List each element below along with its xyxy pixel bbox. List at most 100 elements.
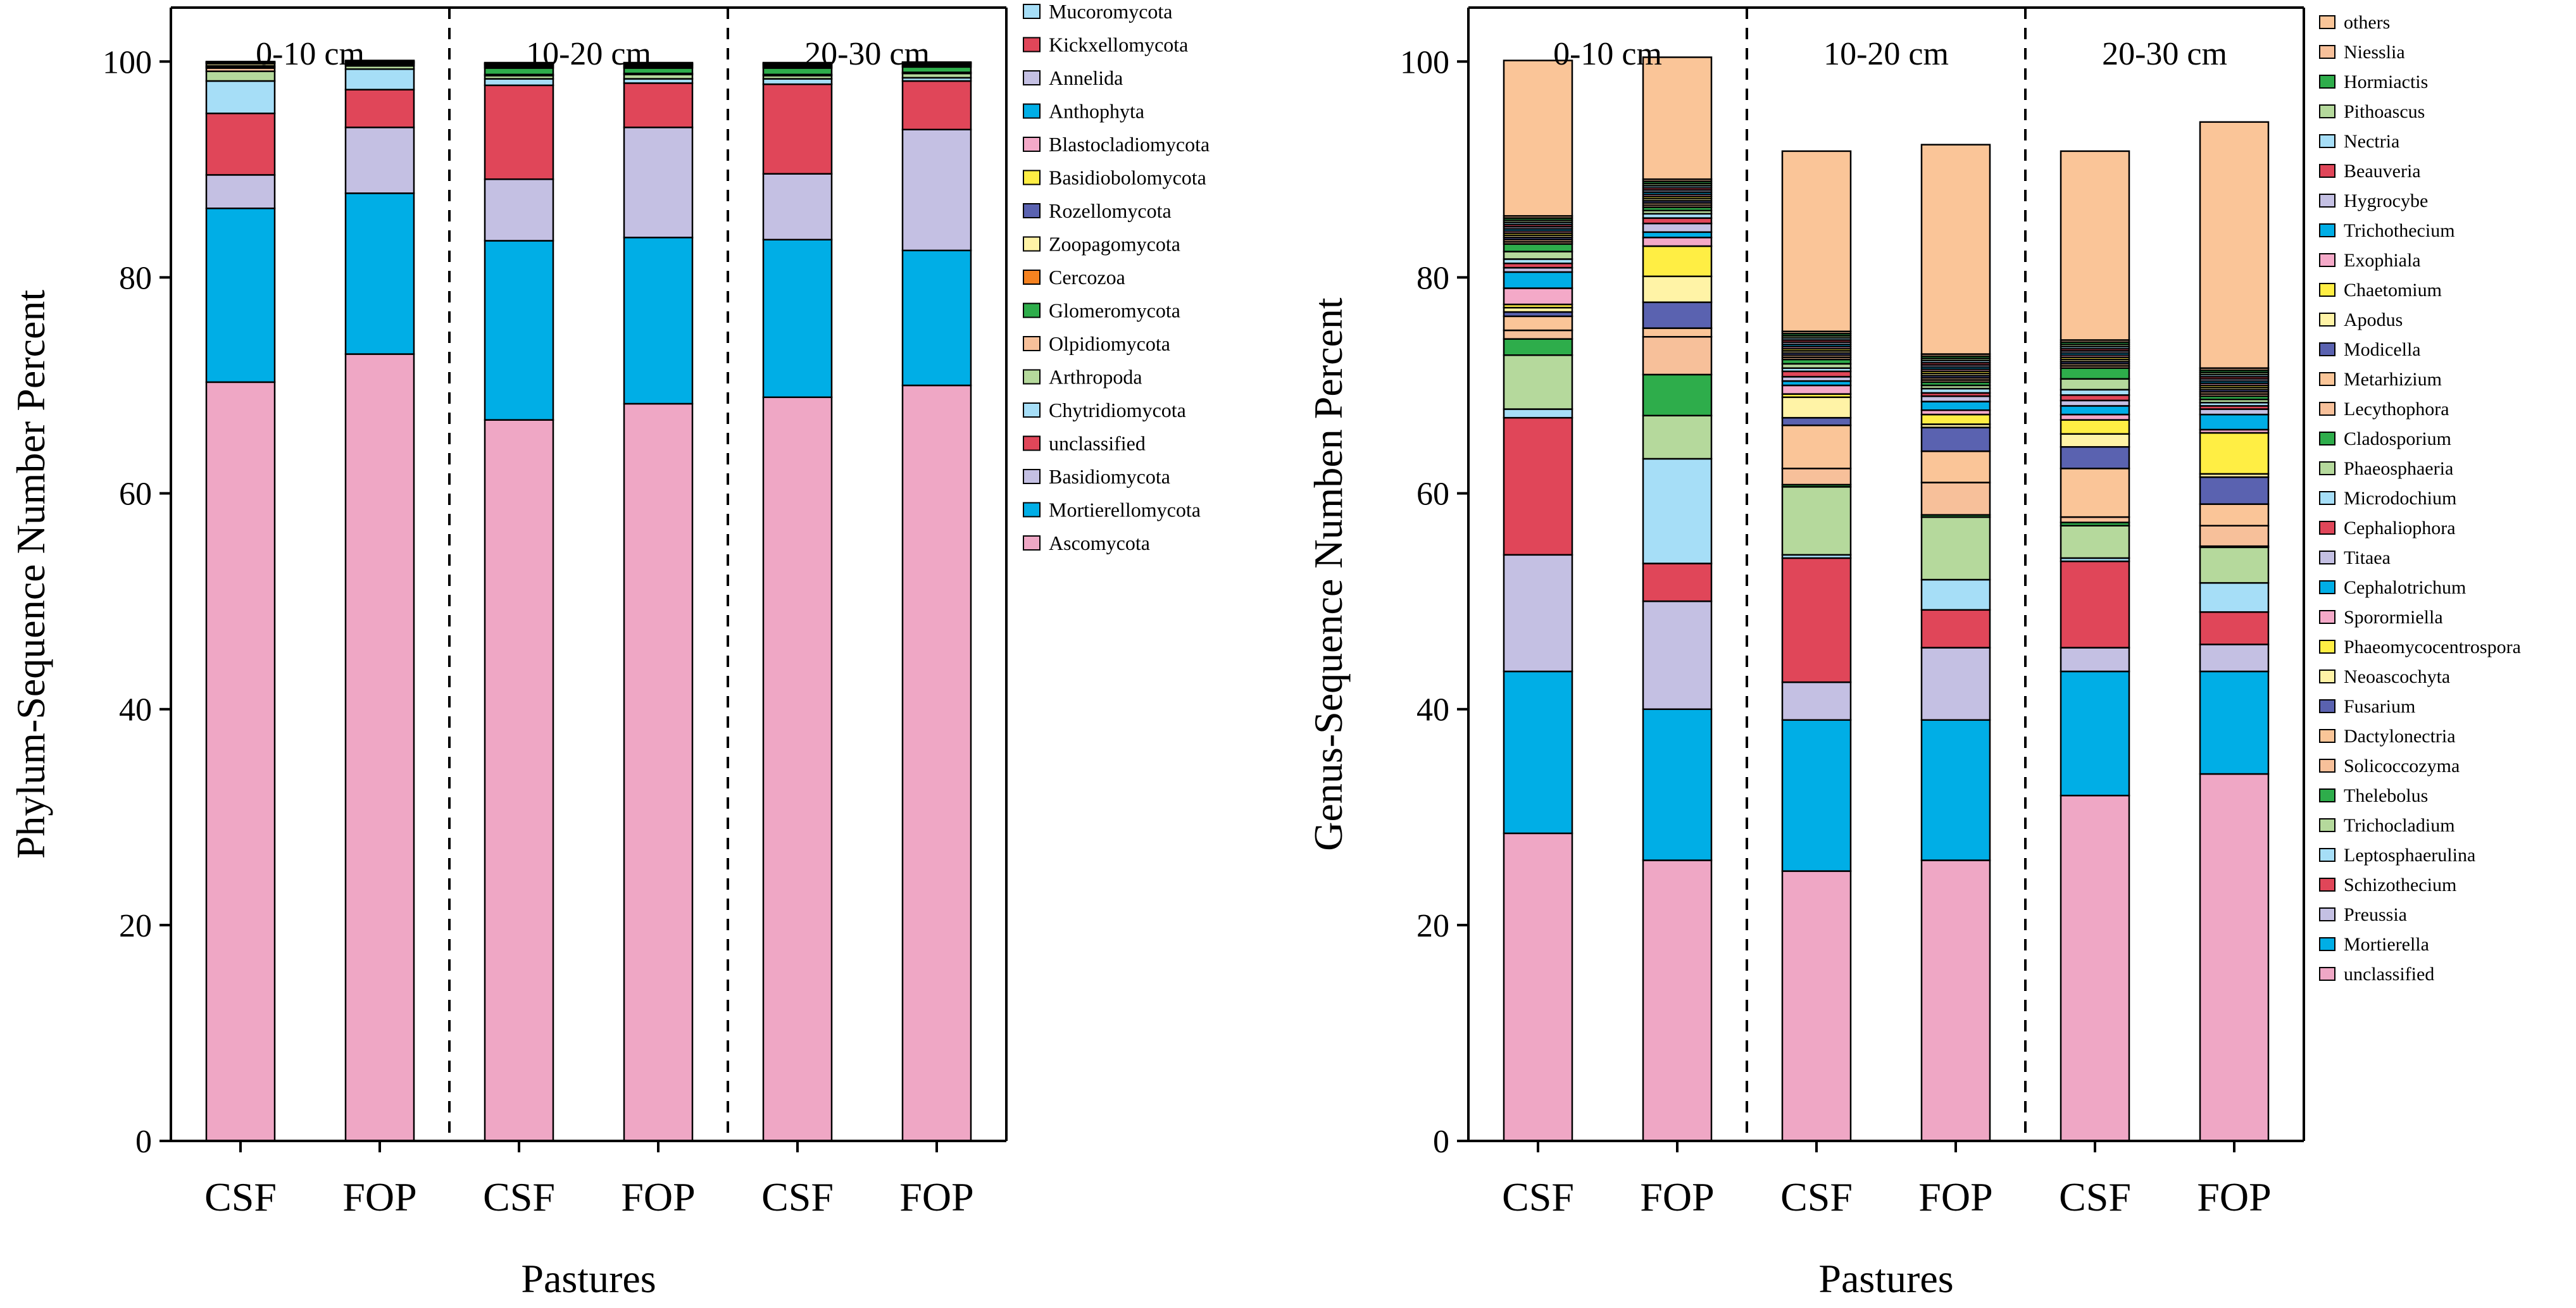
legend-label-genus: Fusarium — [2344, 696, 2415, 717]
legend-label-phylum: Blastocladiomycota — [1049, 133, 1210, 156]
legend-label-phylum: Rozellomycota — [1049, 199, 1172, 222]
x-tick-label-phylum: FOP — [899, 1174, 973, 1219]
bar-segment-genus-3-3 — [1920, 609, 1991, 649]
bar-segment-phylum-5-1 — [901, 249, 972, 387]
bar-segment-phylum-2-2 — [484, 178, 554, 242]
legend-label-genus: Sporormiella — [2344, 607, 2443, 628]
legend-label-genus: Niesslia — [2344, 42, 2405, 63]
legend-swatch-genus — [2319, 491, 2335, 505]
legend-swatch-phylum — [1023, 402, 1041, 418]
y-tick-label-phylum: 80 — [119, 260, 152, 296]
bar-segment-genus-2-10 — [1781, 396, 1852, 419]
bar-segment-genus-5-9 — [2199, 476, 2270, 505]
legend-label-genus: Titaea — [2344, 547, 2391, 568]
legend-swatch-phylum — [1023, 270, 1041, 285]
x-tick-label-phylum: CSF — [204, 1174, 277, 1219]
bar-segment-phylum-4-4 — [762, 78, 833, 85]
legend-swatch-genus — [2319, 432, 2335, 445]
legend-label-genus: Leptosphaerulina — [2344, 845, 2475, 866]
legend-label-phylum: Anthophyta — [1049, 99, 1144, 122]
legend-swatch-genus — [2319, 253, 2335, 267]
bar-segment-genus-1-1 — [1642, 708, 1713, 861]
bar-segment-genus-5-7 — [2199, 525, 2270, 547]
bars-genus — [1503, 56, 2270, 1142]
x-tick-label-phylum: FOP — [621, 1174, 695, 1219]
bar-segment-phylum-0-1 — [205, 208, 276, 383]
bar-segment-phylum-5-3 — [901, 80, 972, 130]
bar-segment-genus-1-32 — [1642, 56, 1713, 180]
bar-segment-genus-4-8 — [2060, 468, 2130, 518]
x-axis-title-phylum: Pastures — [521, 1256, 656, 1301]
bar-segment-genus-0-2 — [1503, 554, 1573, 673]
y-tick-label-genus: 20 — [1416, 908, 1449, 944]
bar-segment-genus-2-32 — [1781, 150, 1852, 332]
bar-segment-genus-1-7 — [1642, 335, 1713, 376]
legend-label-genus: Schizothecium — [2344, 875, 2456, 895]
bar-segment-genus-0-17 — [1503, 251, 1573, 260]
bar-segment-phylum-2-0 — [484, 419, 554, 1142]
legend-label-genus: Chaetomium — [2344, 280, 2442, 301]
x-tick-label-phylum: FOP — [342, 1174, 416, 1219]
bar-segment-genus-1-3 — [1642, 563, 1713, 602]
legend-swatch-genus — [2319, 134, 2335, 148]
bar-segment-genus-5-11 — [2199, 432, 2270, 475]
x-tick-label-genus: FOP — [1640, 1174, 1714, 1219]
bar-segment-genus-0-12 — [1503, 287, 1573, 306]
y-axis-title-phylum: Phylum-Sequence Number Percent — [8, 290, 53, 859]
legend-swatch-phylum — [1023, 236, 1041, 252]
bar-segment-genus-4-7 — [2060, 516, 2130, 523]
bar-segment-genus-0-3 — [1503, 416, 1573, 556]
bar-segment-genus-1-11 — [1642, 245, 1713, 277]
legend-swatch-phylum — [1023, 369, 1041, 385]
legend-swatch-genus — [2319, 342, 2335, 356]
bar-segment-genus-4-18 — [2060, 367, 2130, 380]
legend-label-genus: Pithoascus — [2344, 101, 2425, 122]
legend-label-genus: Phaeosphaeria — [2344, 458, 2453, 479]
y-tick-label-phylum: 100 — [103, 44, 152, 80]
legend-swatch-genus — [2319, 75, 2335, 89]
legend-swatch-genus — [2319, 729, 2335, 743]
x-tick-label-phylum: CSF — [761, 1174, 834, 1219]
legend-label-phylum: Cercozoa — [1049, 266, 1125, 289]
bar-segment-phylum-0-2 — [205, 174, 276, 209]
bar-segment-phylum-3-1 — [623, 237, 694, 405]
bar-segment-phylum-2-4 — [484, 78, 554, 87]
bar-segment-genus-0-32 — [1503, 59, 1573, 217]
bar-segment-genus-3-2 — [1920, 647, 1991, 721]
bar-segment-genus-3-9 — [1920, 427, 1991, 452]
bar-segment-genus-3-11 — [1920, 413, 1991, 425]
bar-segment-genus-3-7 — [1920, 482, 1991, 516]
bar-segment-genus-5-13 — [2199, 413, 2270, 431]
bar-segment-genus-4-10 — [2060, 433, 2130, 448]
legend-swatch-phylum — [1023, 4, 1041, 19]
y-tick-label-genus: 0 — [1433, 1124, 1449, 1160]
bar-segment-genus-1-2 — [1642, 600, 1713, 710]
x-tick-label-genus: FOP — [2197, 1174, 2271, 1219]
bar-segment-genus-0-7 — [1503, 329, 1573, 340]
group-label-phylum: 0-10 cm — [256, 36, 365, 72]
bar-segment-genus-1-13 — [1642, 231, 1713, 239]
bar-segment-phylum-0-3 — [205, 112, 276, 176]
bar-segment-genus-5-2 — [2199, 644, 2270, 673]
bar-segment-genus-1-8 — [1642, 327, 1713, 338]
legend-swatch-phylum — [1023, 302, 1041, 318]
legend-swatch-genus — [2319, 194, 2335, 208]
legend-genus: others Niesslia Hormiactis Pithoascus Nectri… — [2319, 12, 2521, 985]
legend-label-phylum: Basidiomycota — [1049, 465, 1170, 488]
bar-segment-genus-5-14 — [2199, 408, 2270, 416]
legend-label-phylum: Mortierellomycota — [1049, 498, 1201, 521]
bar-segment-genus-0-4 — [1503, 408, 1573, 419]
x-tick-label-genus: CSF — [1502, 1174, 1574, 1219]
bar-segment-phylum-1-2 — [344, 127, 415, 194]
legend-label-genus: Cladosporium — [2344, 428, 2451, 449]
bar-segment-genus-2-15 — [1781, 370, 1852, 378]
legend-swatch-phylum — [1023, 137, 1041, 152]
bar-segment-genus-2-12 — [1781, 384, 1852, 395]
legend-label-genus: Exophiala — [2344, 250, 2421, 271]
legend-swatch-phylum — [1023, 469, 1041, 484]
legend-swatch-genus — [2319, 670, 2335, 683]
legend-swatch-genus — [2319, 699, 2335, 713]
x-tick-label-genus: CSF — [1780, 1174, 1853, 1219]
legend-label-genus: Solicoccozyma — [2344, 756, 2460, 776]
group-label-phylum: 10-20 cm — [526, 36, 651, 72]
